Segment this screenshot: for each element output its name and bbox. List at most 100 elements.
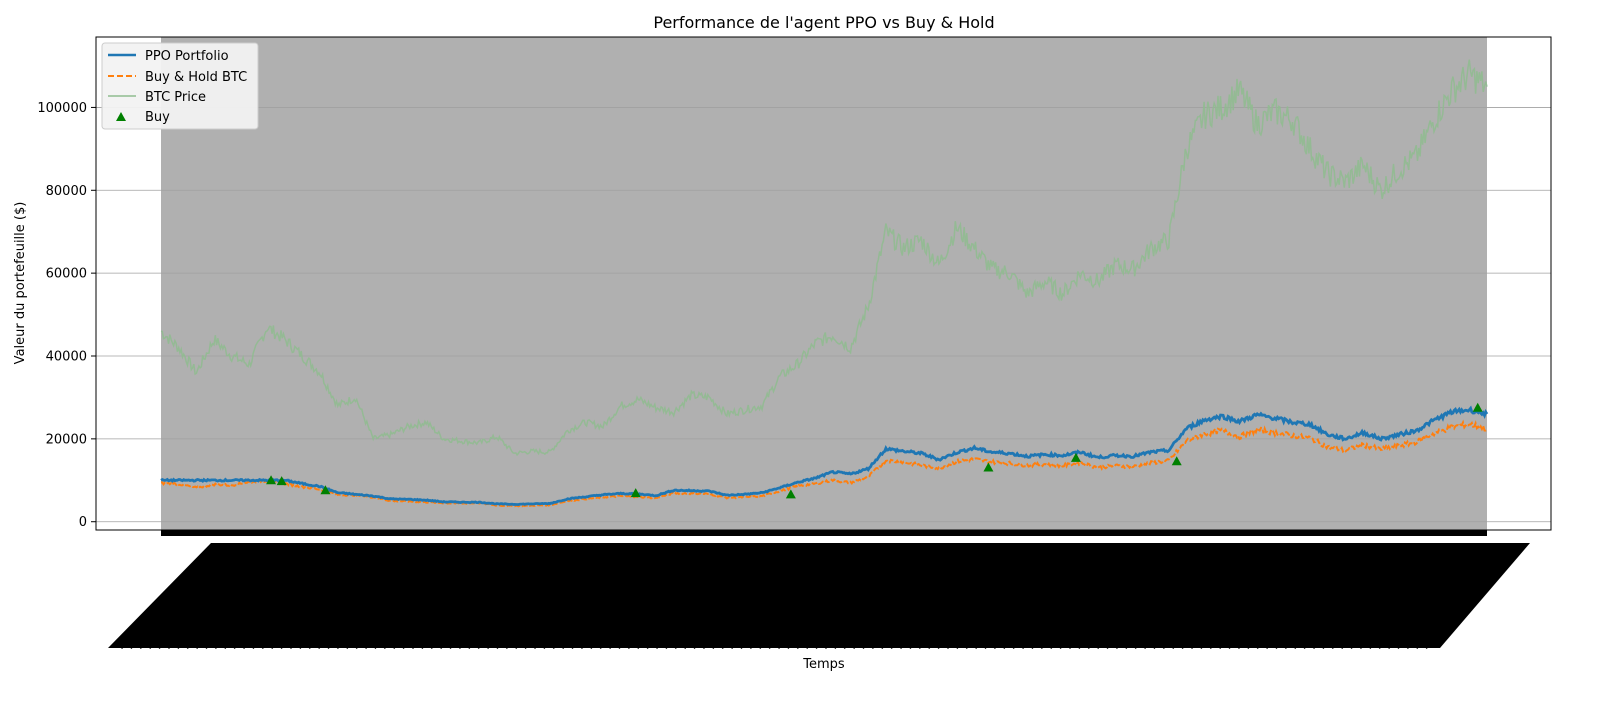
- x-tick-label-stroke: [683, 543, 781, 650]
- x-tick-label-stroke: [1293, 543, 1391, 650]
- y-tick-label: 0: [79, 515, 87, 530]
- x-tick-label-stroke: [851, 543, 950, 650]
- x-tick-label-stroke: [1114, 543, 1212, 650]
- buy-marker: [983, 462, 994, 472]
- x-tick-label-stroke: [636, 543, 734, 650]
- x-tick-label-stroke: [983, 543, 1081, 650]
- x-tick-label-stroke: [711, 543, 809, 650]
- x-tick-label-stroke: [561, 543, 659, 650]
- x-tick-label-stroke: [382, 543, 480, 650]
- x-tick-label-stroke: [945, 543, 1044, 650]
- x-tick-label-stroke: [429, 543, 527, 650]
- x-tick-label-stroke: [542, 543, 640, 650]
- x-axis-ticks: [108, 530, 1530, 650]
- x-tick-label-stroke: [1058, 543, 1156, 650]
- x-tick-label-stroke: [936, 543, 1034, 650]
- y-axis: 0 20000 40000 60000 80000 100000: [37, 101, 96, 530]
- x-tick-label-stroke: [692, 543, 790, 650]
- x-tick-label-stroke: [927, 543, 1025, 650]
- x-tick-label-stroke: [1096, 543, 1194, 650]
- x-tick-label-stroke: [1011, 543, 1109, 650]
- x-tick-label-stroke: [1405, 543, 1503, 650]
- y-tick-label: 60000: [46, 267, 87, 282]
- x-tick-label-stroke: [157, 543, 255, 650]
- x-tick-label-stroke: [880, 543, 978, 650]
- legend-label-btc: BTC Price: [145, 90, 206, 105]
- x-tick-label-stroke: [1002, 543, 1100, 650]
- x-tick-label-stroke: [973, 543, 1072, 650]
- series-line-buy-and-hold: [160, 419, 1488, 508]
- x-tick-label-stroke: [964, 543, 1062, 650]
- x-tick-label-stroke: [739, 543, 837, 650]
- chart-title: Performance de l'agent PPO vs Buy & Hold: [653, 13, 994, 32]
- x-tick-label-stroke: [1377, 543, 1475, 650]
- x-tick-label-stroke: [213, 543, 311, 650]
- x-tick-label-stroke: [1386, 543, 1485, 650]
- x-tick-label-stroke: [1049, 543, 1147, 650]
- y-gridlines: [96, 107, 1551, 523]
- x-tick-label-stroke: [138, 543, 236, 650]
- legend-label-ppo: PPO Portfolio: [145, 49, 229, 64]
- x-tick-label-stroke: [1039, 543, 1137, 650]
- x-tick-label-stroke: [720, 543, 818, 650]
- buy-marker: [276, 476, 287, 486]
- legend-box: [101, 42, 259, 130]
- x-tick-label-stroke: [795, 543, 893, 650]
- x-tick-label-stroke: [523, 543, 621, 650]
- x-tick-label-stroke: [898, 543, 997, 650]
- x-tick-label-stroke: [776, 543, 875, 650]
- x-tick-label-stroke: [129, 543, 227, 650]
- x-tick-label-stroke: [1152, 543, 1250, 650]
- x-tick-label-stroke: [185, 543, 283, 650]
- x-tick-label-stroke: [279, 543, 377, 650]
- x-tick-label-stroke: [504, 543, 602, 650]
- buy-marker: [320, 485, 331, 495]
- x-tick-label-stroke: [664, 543, 762, 650]
- legend: PPO Portfolio Buy & Hold BTC BTC Price B…: [101, 42, 259, 130]
- x-tick-label-stroke: [1424, 543, 1522, 650]
- buy-marker: [630, 488, 641, 498]
- x-tick-label-stroke: [889, 543, 987, 650]
- x-tick-label-stroke: [223, 543, 321, 650]
- x-tick-label-stroke: [148, 543, 246, 650]
- x-tick-label-stroke: [373, 543, 471, 650]
- x-tick-label-stroke: [354, 543, 452, 650]
- x-tick-label-stroke: [194, 543, 293, 650]
- x-tick-label-stroke: [476, 543, 574, 650]
- x-tick-label-stroke: [598, 543, 696, 650]
- x-tick-label-stroke: [589, 543, 687, 650]
- x-tick-label-stroke: [1142, 543, 1241, 650]
- x-tick-label-stroke: [748, 543, 846, 650]
- x-tick-label-stroke: [316, 543, 415, 650]
- x-axis-label: Temps: [802, 657, 845, 672]
- x-tick-label-stroke: [166, 543, 265, 650]
- x-tick-label-stroke: [654, 543, 753, 650]
- x-tick-label-stroke: [1208, 543, 1306, 650]
- x-tick-label-stroke: [1133, 543, 1231, 650]
- x-tick-label-stroke: [410, 543, 509, 650]
- x-tick-label-stroke: [176, 543, 274, 650]
- x-tick-label-stroke: [467, 543, 565, 650]
- x-tick-label-stroke: [345, 543, 443, 650]
- x-tick-label-stroke: [1340, 543, 1438, 650]
- legend-label-buyhold: Buy & Hold BTC: [145, 70, 247, 85]
- x-tick-label-stroke: [1199, 543, 1297, 650]
- x-tick-label-stroke: [401, 543, 499, 650]
- x-tick-label-stroke: [1086, 543, 1184, 650]
- x-tick-label-stroke: [457, 543, 555, 650]
- x-tick-label-stroke: [1321, 543, 1419, 650]
- x-tick-label-stroke: [1415, 543, 1513, 650]
- x-tick-label-stroke: [1105, 543, 1203, 650]
- x-tick-label-stroke: [992, 543, 1090, 650]
- series-layer: [160, 59, 1489, 508]
- x-tick-label-stroke: [833, 543, 931, 650]
- x-tick-label-stroke: [420, 543, 518, 650]
- x-tick-label-stroke: [448, 543, 546, 650]
- series-line-ppo-portfolio: [160, 405, 1489, 507]
- x-tick-label-stroke: [1180, 543, 1278, 650]
- x-tick-label-stroke: [1171, 543, 1269, 650]
- x-tick-label-stroke: [805, 543, 903, 650]
- x-tick-label-stroke: [119, 543, 218, 650]
- x-tick-label-stroke: [241, 543, 340, 650]
